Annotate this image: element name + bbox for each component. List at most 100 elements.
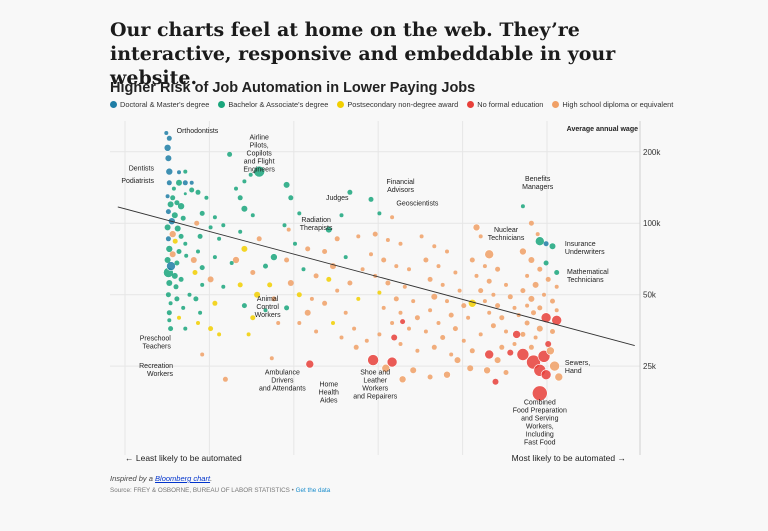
data-point[interactable] xyxy=(167,201,174,208)
data-point[interactable] xyxy=(170,195,176,201)
data-point[interactable] xyxy=(276,321,281,325)
data-point[interactable] xyxy=(217,332,222,337)
data-point[interactable] xyxy=(169,251,176,258)
data-point[interactable] xyxy=(253,165,266,178)
data-point[interactable] xyxy=(452,326,458,332)
data-point[interactable] xyxy=(176,249,182,254)
data-point[interactable] xyxy=(165,155,172,162)
data-point[interactable] xyxy=(217,236,222,241)
data-point[interactable] xyxy=(377,211,382,216)
data-point[interactable] xyxy=(189,187,195,193)
data-point[interactable] xyxy=(183,326,188,331)
data-point[interactable] xyxy=(227,151,233,157)
bloomberg-link[interactable]: Bloomberg chart xyxy=(155,474,211,483)
data-point[interactable] xyxy=(545,276,551,282)
get-data-link[interactable]: Get the data xyxy=(295,487,331,494)
data-point[interactable] xyxy=(196,249,200,254)
data-point[interactable] xyxy=(221,284,226,289)
data-point[interactable] xyxy=(482,264,487,269)
data-point[interactable] xyxy=(335,288,340,293)
data-point[interactable] xyxy=(296,292,302,298)
data-point[interactable] xyxy=(368,196,374,202)
data-point[interactable] xyxy=(166,180,172,186)
data-point[interactable] xyxy=(263,308,268,313)
data-point[interactable] xyxy=(372,231,378,237)
data-point[interactable] xyxy=(543,241,549,247)
data-point[interactable] xyxy=(483,366,491,375)
data-point[interactable] xyxy=(163,144,172,152)
data-point[interactable] xyxy=(482,299,487,304)
data-point[interactable] xyxy=(208,326,214,332)
data-point[interactable] xyxy=(165,245,174,253)
data-point[interactable] xyxy=(199,265,205,271)
data-point[interactable] xyxy=(398,310,403,315)
data-point[interactable] xyxy=(184,253,189,258)
data-point[interactable] xyxy=(550,298,555,304)
data-point[interactable] xyxy=(398,241,403,246)
data-point[interactable] xyxy=(407,267,411,272)
data-point[interactable] xyxy=(229,261,234,265)
data-point[interactable] xyxy=(507,294,513,300)
data-point[interactable] xyxy=(207,276,214,283)
data-point[interactable] xyxy=(478,288,484,294)
data-point[interactable] xyxy=(448,312,454,318)
data-point[interactable] xyxy=(165,236,171,242)
data-point[interactable] xyxy=(208,225,213,230)
data-point[interactable] xyxy=(164,224,171,231)
data-point[interactable] xyxy=(200,282,205,287)
data-point[interactable] xyxy=(343,255,348,260)
data-point[interactable] xyxy=(190,257,197,263)
data-point[interactable] xyxy=(242,179,247,184)
data-point[interactable] xyxy=(445,249,449,254)
data-point[interactable] xyxy=(474,273,479,278)
data-point[interactable] xyxy=(287,280,294,286)
data-point[interactable] xyxy=(423,257,429,263)
data-point[interactable] xyxy=(204,195,209,200)
data-point[interactable] xyxy=(168,230,177,238)
data-point[interactable] xyxy=(172,238,178,244)
data-point[interactable] xyxy=(543,260,549,266)
legend-item-hs[interactable]: High school diploma or equivalent xyxy=(552,100,673,109)
data-point[interactable] xyxy=(400,319,406,325)
data-point[interactable] xyxy=(339,213,344,218)
data-point[interactable] xyxy=(540,369,552,381)
data-point[interactable] xyxy=(431,344,437,350)
data-point[interactable] xyxy=(343,310,348,315)
data-point[interactable] xyxy=(173,284,179,290)
data-point[interactable] xyxy=(537,266,543,272)
data-point[interactable] xyxy=(531,310,536,316)
data-point[interactable] xyxy=(241,205,248,212)
data-point[interactable] xyxy=(391,334,398,341)
data-point[interactable] xyxy=(385,238,390,242)
data-point[interactable] xyxy=(472,223,481,232)
data-point[interactable] xyxy=(457,288,462,293)
data-point[interactable] xyxy=(305,246,311,252)
data-point[interactable] xyxy=(347,189,353,195)
data-point[interactable] xyxy=(212,215,217,220)
data-point[interactable] xyxy=(297,321,302,325)
data-point[interactable] xyxy=(212,300,218,306)
data-point[interactable] xyxy=(269,356,274,361)
data-point[interactable] xyxy=(282,223,287,228)
data-point[interactable] xyxy=(313,273,319,279)
data-point[interactable] xyxy=(182,180,188,186)
data-point[interactable] xyxy=(542,292,546,297)
data-point[interactable] xyxy=(484,349,495,360)
data-point[interactable] xyxy=(288,195,294,201)
data-point[interactable] xyxy=(165,209,171,215)
data-point[interactable] xyxy=(198,310,203,315)
data-point[interactable] xyxy=(174,260,180,266)
data-point[interactable] xyxy=(181,305,186,310)
data-point[interactable] xyxy=(495,266,501,272)
data-point[interactable] xyxy=(309,296,314,301)
data-point[interactable] xyxy=(248,172,253,177)
data-point[interactable] xyxy=(271,296,277,302)
data-point[interactable] xyxy=(528,344,534,350)
data-point[interactable] xyxy=(398,342,403,346)
data-point[interactable] xyxy=(534,236,545,246)
data-point[interactable] xyxy=(503,370,509,375)
data-point[interactable] xyxy=(469,348,475,354)
data-point[interactable] xyxy=(390,321,395,325)
data-point[interactable] xyxy=(407,326,411,331)
data-point[interactable] xyxy=(549,243,556,250)
